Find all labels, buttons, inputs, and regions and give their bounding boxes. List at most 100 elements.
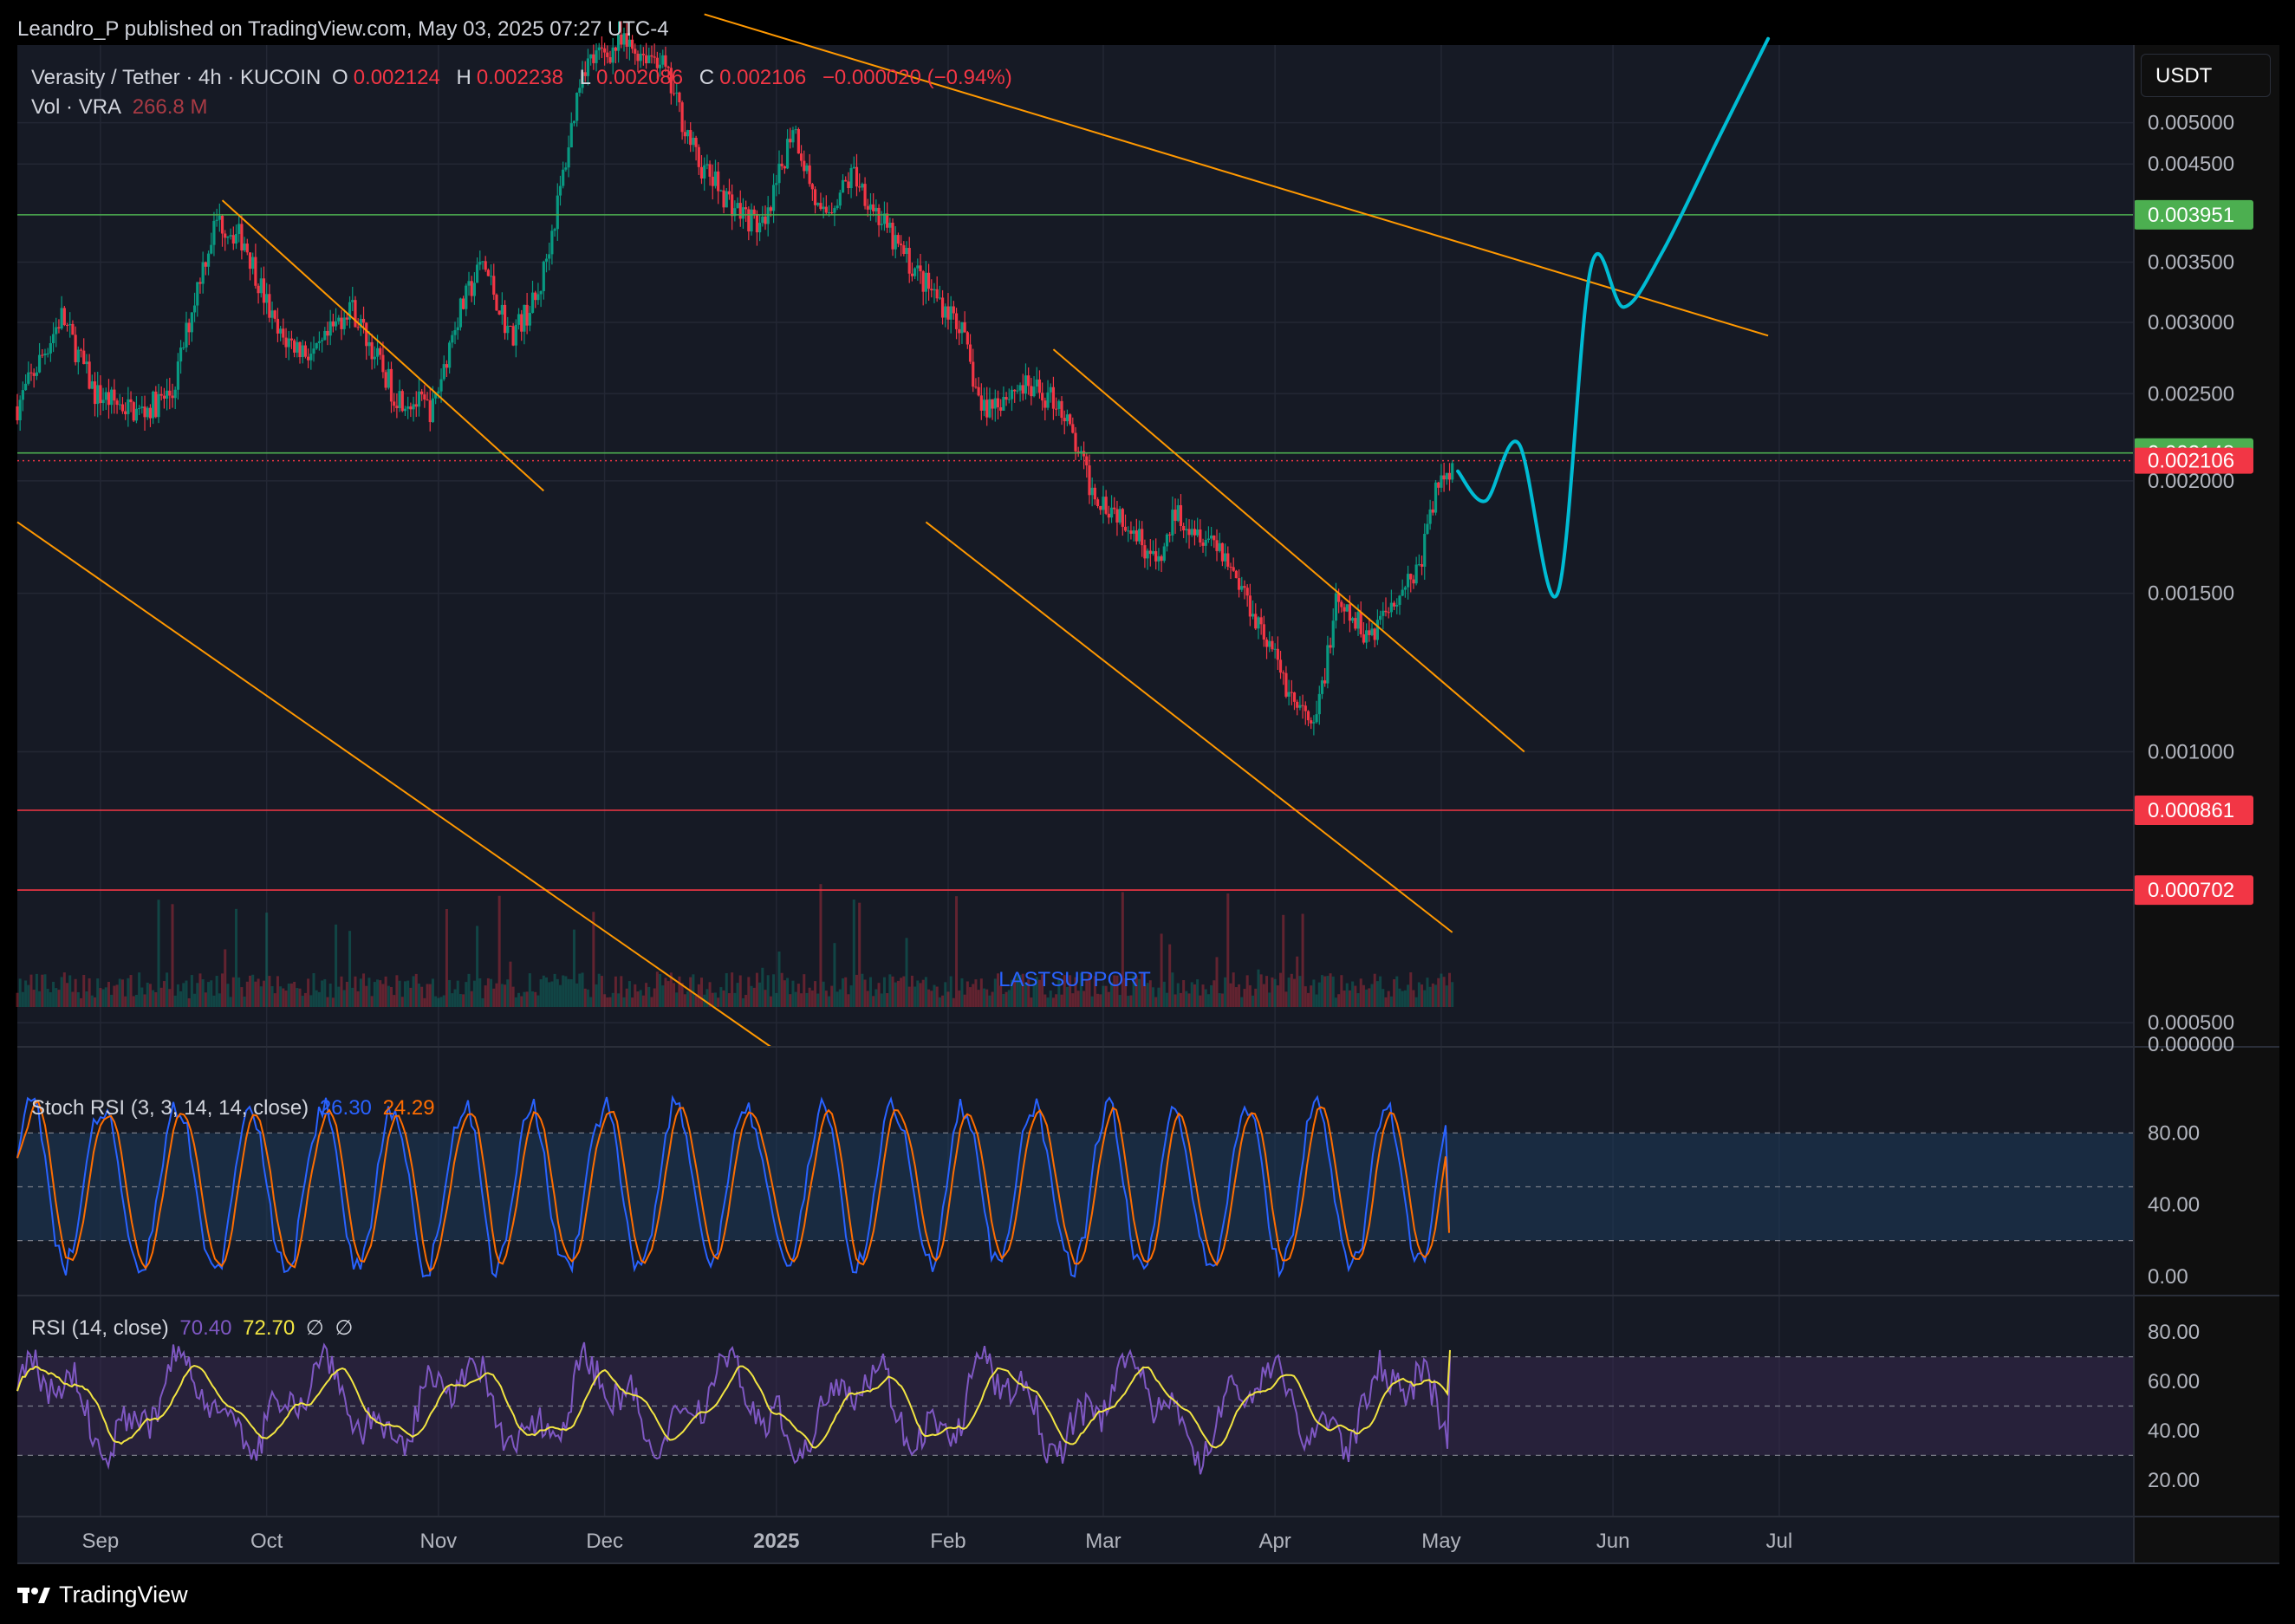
candle-body <box>1403 587 1407 590</box>
symbol-name[interactable]: Verasity / Tether · 4h · KUCOIN <box>31 66 322 89</box>
candle-body <box>775 183 778 185</box>
candle-body <box>400 391 404 412</box>
volume-bar <box>868 977 872 1007</box>
time-axis[interactable]: Sep Oct Nov Dec 2025 Feb Mar Apr May Jun Jul <box>82 1530 1793 1553</box>
volume-bar <box>129 975 133 1007</box>
price-tick-label: 0.001500 <box>2148 582 2234 606</box>
volume-bar <box>179 991 183 1007</box>
volume-bar <box>733 992 737 1007</box>
candle-body <box>926 272 931 289</box>
volume-bar <box>409 987 413 1007</box>
volume-bar <box>838 989 842 1007</box>
candle-body <box>979 395 983 411</box>
volume-bar <box>692 974 695 1007</box>
candle-body <box>664 55 667 67</box>
candle-body <box>442 364 445 380</box>
candle-body <box>107 392 111 406</box>
volume-bar <box>1076 991 1080 1007</box>
candle-body <box>755 213 759 233</box>
rsi-ma-value: 72.70 <box>243 1316 296 1340</box>
candle-body <box>1265 640 1269 647</box>
candle-body <box>606 52 609 57</box>
volume-bar <box>699 978 703 1007</box>
trendlines[interactable] <box>16 13 1769 1048</box>
volume-bar <box>803 974 806 1007</box>
candle-body <box>503 304 507 334</box>
candle-body <box>780 163 783 166</box>
volume-bar <box>201 978 205 1007</box>
volume-bar <box>589 997 593 1007</box>
volume-bar <box>744 994 748 1007</box>
candle-body <box>697 146 700 167</box>
rsi-legend[interactable]: RSI (14, close) 70.40 72.70 ∅ ∅ <box>31 1315 358 1341</box>
candle-body <box>634 49 637 54</box>
volume-bar <box>66 983 69 1007</box>
volume-bar <box>467 973 471 1007</box>
volume-bar <box>664 978 667 1007</box>
candle-body <box>808 165 811 185</box>
stoch-label: Stoch RSI (3, 3, 14, 14, close) <box>31 1096 309 1120</box>
candle-body <box>171 395 174 399</box>
candle-body <box>861 184 864 188</box>
volume-bar <box>1356 993 1360 1007</box>
volume-bar <box>251 974 255 1007</box>
candle-body <box>1123 526 1128 531</box>
volume-bar <box>1082 991 1086 1007</box>
volume-legend[interactable]: Vol · VRA 266.8 M <box>31 95 212 120</box>
volume-bar <box>1206 994 1210 1007</box>
candle-body <box>296 341 299 353</box>
currency-selector[interactable]: USDT <box>2141 54 2271 97</box>
volume-bar <box>1182 979 1186 1007</box>
volume-bar <box>60 977 63 1007</box>
volume-bar <box>689 977 692 1007</box>
candle-body <box>866 205 869 210</box>
candle-body <box>1282 672 1285 674</box>
volume-bar <box>894 982 897 1007</box>
stoch-tick-label: 80.00 <box>2148 1121 2200 1145</box>
candle-body <box>1417 564 1421 566</box>
volume-bar <box>1301 913 1304 1007</box>
time-tick-label: Feb <box>930 1530 965 1553</box>
main-legend[interactable]: Verasity / Tether · 4h · KUCOIN O 0.00212… <box>31 66 1017 90</box>
price-axis[interactable]: 0.000500 0.001000 0.001500 0.002000 0.002500… <box>2148 112 2234 1056</box>
projection-path[interactable] <box>1456 36 1771 599</box>
volume-bar <box>176 984 179 1007</box>
volume-bar <box>500 984 504 1007</box>
volume-bar <box>708 982 712 1007</box>
candle-body <box>1337 593 1341 602</box>
pane-separators[interactable] <box>17 45 2279 1564</box>
volume-bar <box>1343 990 1346 1007</box>
candle-body <box>988 399 991 418</box>
candle-body <box>1287 692 1291 697</box>
stoch-d-value: 24.29 <box>382 1096 435 1120</box>
volume-bar <box>224 949 227 1007</box>
candle-body <box>1113 507 1116 510</box>
volume-bar <box>969 987 972 1007</box>
volume-bar <box>852 900 855 1007</box>
volume-bar <box>1268 992 1271 1007</box>
volume-bar <box>115 984 119 1007</box>
volume-bar <box>930 991 933 1007</box>
candle-body <box>465 285 468 309</box>
candle-body <box>1320 680 1324 694</box>
candle-body <box>384 372 387 388</box>
candle-body <box>727 191 731 195</box>
candle-body <box>586 58 590 76</box>
volume-bar <box>558 984 562 1007</box>
candle-body <box>1082 451 1086 457</box>
candle-body <box>1310 720 1313 724</box>
volume-bar <box>439 997 443 1007</box>
candle-body <box>1021 385 1024 394</box>
volume-bar <box>218 993 221 1007</box>
volume-bar <box>847 994 850 1007</box>
stoch-legend[interactable]: Stoch RSI (3, 3, 14, 14, close) 26.30 24… <box>31 1096 440 1121</box>
stoch-band <box>17 1133 2134 1241</box>
candle-body <box>1109 507 1114 518</box>
candle-body <box>475 264 479 283</box>
candle-body <box>354 300 357 328</box>
tradingview-footer[interactable]: TradingView <box>17 1577 188 1612</box>
candle-body <box>1306 711 1310 721</box>
candle-body <box>1447 472 1452 480</box>
